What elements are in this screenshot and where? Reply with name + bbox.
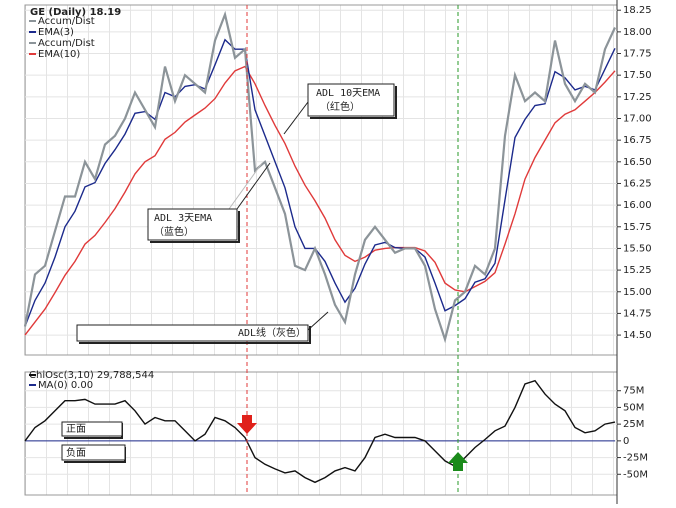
box-shadow [310,86,397,119]
y-tick-label: 14.75 [623,308,652,319]
y-tick-label: 16.00 [623,200,652,211]
y-tick-label: 16.25 [623,178,652,189]
y-tick-label: 18.25 [623,5,652,16]
pointer-shade [228,162,263,210]
top-plot [24,4,618,356]
annotation: 正面 [66,424,86,435]
y-tick-label: 25M [623,419,644,430]
pointer [236,162,271,210]
callout-box [147,208,238,241]
legend-label: MA(0) 0.00 [38,380,93,391]
annotation: 负面 [66,446,86,459]
y-tick-label: 17.75 [623,49,652,60]
y-tick-label: 15.25 [623,265,652,276]
y-tick-label: 16.75 [623,135,652,146]
legend-label: EMA(10) [38,49,80,60]
pointer [307,311,329,331]
series-line [24,38,616,327]
plots: 14.50 14.75 15.00 15.25 15.50 15.75 16.00 16.25… [23,5,652,484]
series-line [24,379,616,484]
callout-box [307,83,395,117]
buy-arrow [448,452,468,471]
annotation: ADL 3天EMA [154,213,212,224]
legend-label: Accum/Dist [38,38,95,49]
y-tick-label: 75M [623,386,644,397]
annotation: （红色） [320,100,360,113]
series-line [24,65,616,336]
annotation: ADL线（灰色） [238,326,306,339]
y-tick-label: 16.50 [623,157,652,168]
label-box [61,444,126,461]
y-tick-label: 15.75 [623,222,652,233]
y-tick-label: 17.00 [623,113,652,124]
y-tick-label: -25M [623,453,648,464]
y-tick-label: 15.00 [623,287,652,298]
series-line [23,10,616,344]
chart-title: ChiOsc(3,10) 29,788,544 [29,370,154,381]
y-tick-label: -50M [623,469,648,480]
callout-box [76,324,309,342]
box-shadow [150,211,240,243]
chart-title: GE (Daily) 18.19 [30,7,121,18]
legend-label: Accum/Dist [38,16,95,27]
sell-arrow [237,415,257,434]
y-tick-label: 14.50 [623,330,652,341]
legend-label: EMA(3) [38,27,74,38]
y-tick-label: 15.50 [623,243,652,254]
annotation: ADL 10天EMA [316,88,380,99]
pointer [283,101,309,135]
y-tick-label: 17.25 [623,92,652,103]
y-tick-label: 17.50 [623,70,652,81]
label-box [61,421,123,437]
y-tick-label: 0 [623,436,629,447]
y-tick-label: 50M [623,402,644,413]
box-shadow [79,326,311,344]
annotation: （蓝色） [154,225,194,238]
y-tick-label: 18.00 [623,27,652,38]
